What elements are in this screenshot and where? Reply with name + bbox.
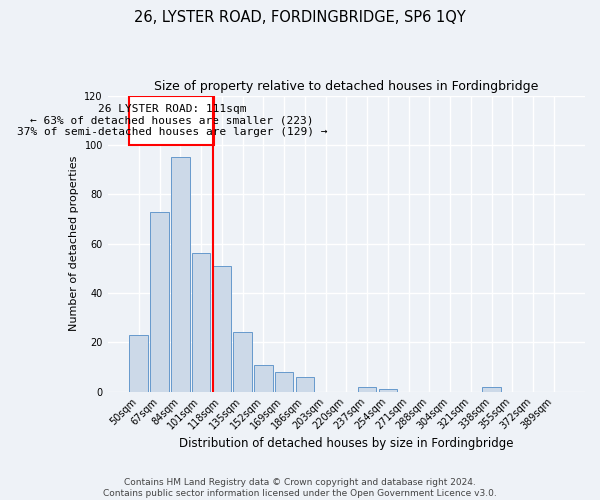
Title: Size of property relative to detached houses in Fordingbridge: Size of property relative to detached ho…: [154, 80, 539, 93]
Bar: [296, 377, 314, 392]
Bar: [130, 335, 148, 392]
X-axis label: Distribution of detached houses by size in Fordingbridge: Distribution of detached houses by size …: [179, 437, 514, 450]
Bar: [275, 372, 293, 392]
Text: Contains HM Land Registry data © Crown copyright and database right 2024.
Contai: Contains HM Land Registry data © Crown c…: [103, 478, 497, 498]
Bar: [150, 212, 169, 392]
Bar: [192, 254, 211, 392]
Text: 26, LYSTER ROAD, FORDINGBRIDGE, SP6 1QY: 26, LYSTER ROAD, FORDINGBRIDGE, SP6 1QY: [134, 10, 466, 25]
Text: 26 LYSTER ROAD: 111sqm
← 63% of detached houses are smaller (223)
37% of semi-de: 26 LYSTER ROAD: 111sqm ← 63% of detached…: [17, 104, 327, 137]
Bar: [171, 157, 190, 392]
Bar: [212, 266, 231, 392]
Bar: [233, 332, 252, 392]
Bar: [358, 386, 376, 392]
Bar: [254, 364, 272, 392]
Bar: [379, 389, 397, 392]
Bar: [130, 96, 214, 145]
Bar: [482, 386, 501, 392]
Y-axis label: Number of detached properties: Number of detached properties: [69, 156, 79, 332]
